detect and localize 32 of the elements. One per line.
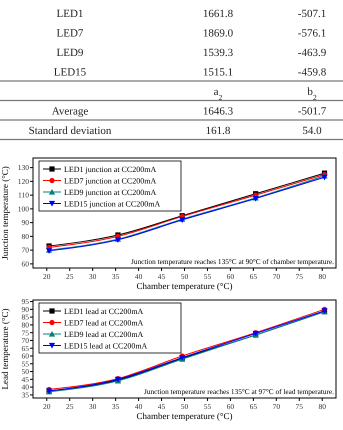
text: b$_{2}$ [307,86,317,102]
x-axis-title: Chamber temperature (°C) [136,281,233,291]
y-axis-title: Junction temperature (°C) [0,166,10,260]
legend-label: LED9 lead at CC200mA [64,330,144,339]
text: -501.7 [298,106,327,118]
text: 1869.0 [202,28,234,40]
text: a$_{2}$ [214,86,223,102]
legend-label: LED1 junction at CC200mA [64,165,156,174]
y-axis-title: Lead temperature (°C) [0,308,10,390]
text: 1646.3 [202,106,234,118]
text: LED7 [56,28,84,40]
legend-label: LED15 junction at CC200mA [64,200,160,208]
legend-label: LED15 lead at CC200mA [64,342,148,350]
text: 1515.1 [202,66,234,78]
text: LED9 [56,47,84,59]
text: LED1 [56,8,84,20]
text: LED15 [54,66,87,78]
legend-label: LED7 junction at CC200mA [64,176,156,186]
text: -576.1 [298,28,326,40]
legend-label: LED7 lead at CC200mA [64,318,144,328]
legend-label: LED1 lead at CC200mA [64,307,144,316]
text: Standard deviation [28,125,112,137]
text: 1539.3 [202,47,234,59]
legend-label: LED9 junction at CC200mA [64,188,156,197]
text: -507.1 [298,8,326,20]
text: 161.8 [206,125,231,137]
text: 1661.8 [202,8,234,20]
text: -459.8 [298,66,327,78]
text: -463.9 [298,47,327,59]
text: Average [52,106,88,118]
text: 54.0 [302,125,322,137]
x-axis-title: Chamber temperature (°C) [136,411,233,421]
